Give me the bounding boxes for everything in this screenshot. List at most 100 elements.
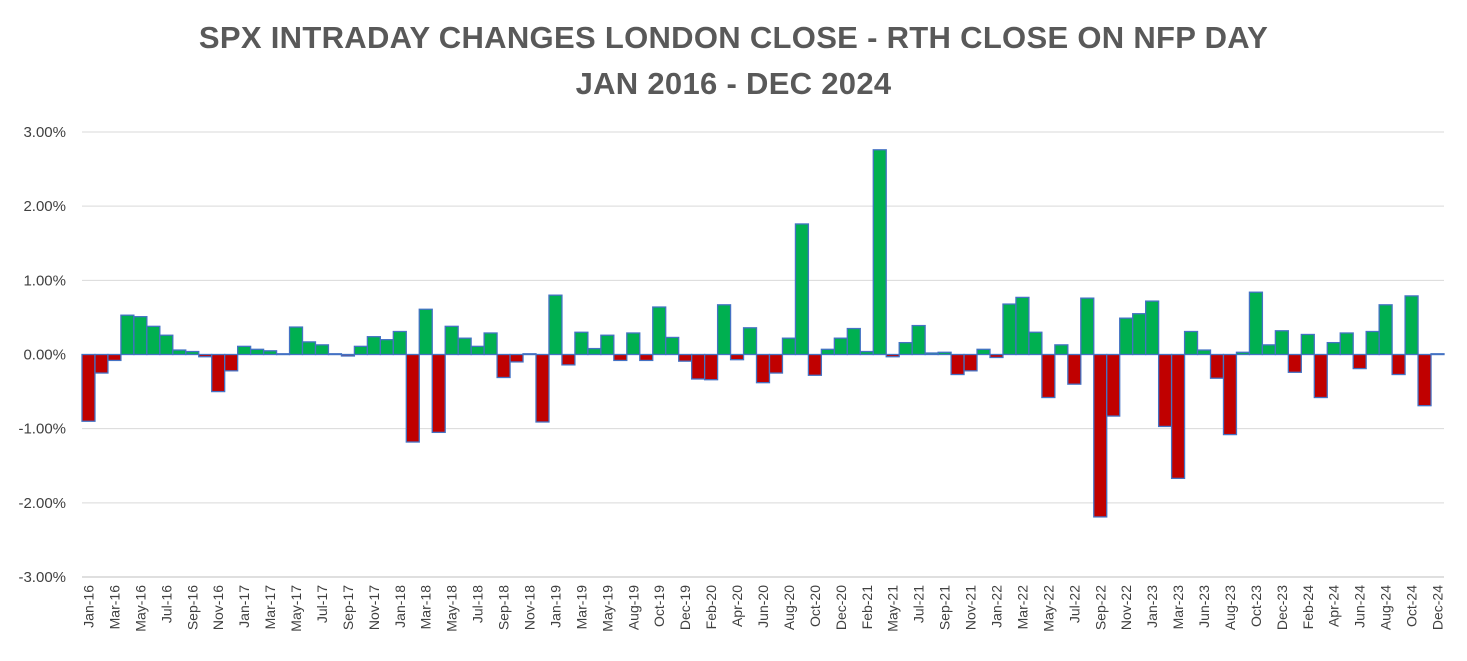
bar-sep-16: [185, 350, 200, 356]
x-tick-label: Jan-16: [80, 585, 96, 628]
bar-aug-24: [1378, 304, 1393, 356]
bar-jul-17: [314, 344, 330, 356]
bar-dec-18: [535, 353, 550, 423]
y-tick-label: 3.00%: [23, 124, 66, 141]
bar-jul-20: [768, 353, 784, 374]
x-tick-label: May-17: [288, 585, 304, 632]
x-tick-label: Oct-24: [1404, 585, 1420, 627]
bar-mar-18: [418, 308, 433, 356]
x-tick-label: Feb-20: [703, 585, 719, 630]
x-tick-label: Jul-22: [1066, 585, 1082, 623]
bar-mar-23: [1170, 353, 1186, 480]
bar-jan-23: [1145, 300, 1160, 356]
bar-sep-22: [1093, 353, 1108, 518]
bar-feb-16: [94, 353, 109, 374]
y-tick-label: 1.00%: [23, 272, 66, 289]
x-tick-label: Apr-20: [729, 585, 745, 627]
bar-apr-24: [1326, 341, 1341, 356]
x-tick-label: Jun-20: [755, 585, 771, 628]
bar-oct-20: [807, 353, 823, 376]
bar-jan-16: [81, 353, 96, 422]
bar-feb-23: [1157, 353, 1173, 428]
bar-nov-22: [1119, 317, 1134, 356]
bar-jun-18: [457, 337, 472, 356]
y-tick-label: -1.00%: [18, 421, 66, 438]
bar-aug-17: [327, 353, 343, 356]
y-axis-tick-labels: 3.00% 2.00% 1.00% 0.00% -1.00% -2.00% -3.00%: [18, 124, 66, 586]
bar-apr-22: [1028, 331, 1043, 356]
bar-dec-22: [1132, 313, 1147, 356]
bar-aug-23: [1222, 353, 1238, 436]
x-tick-label: Oct-19: [651, 585, 667, 627]
bar-jun-24: [1352, 353, 1367, 370]
bar-feb-19: [561, 353, 576, 366]
bar-may-22: [1041, 353, 1056, 399]
bar-jan-20: [691, 353, 706, 380]
bar-dec-21: [976, 348, 991, 356]
x-tick-label: Aug-20: [781, 585, 797, 630]
bar-feb-20: [703, 353, 719, 381]
bar-dec-17: [379, 339, 394, 356]
bar-nov-21: [963, 353, 978, 372]
bar-apr-18: [431, 353, 446, 434]
bar-apr-20: [729, 353, 745, 361]
x-tick-label: Feb-24: [1300, 585, 1316, 630]
bar-dec-20: [833, 337, 848, 356]
x-tick-label: Aug-19: [625, 585, 641, 630]
bar-nov-24: [1417, 353, 1432, 407]
bar-jan-18: [392, 330, 407, 356]
bar-dec-16: [224, 353, 239, 372]
x-tick-label: Sep-17: [340, 585, 356, 630]
bar-mar-22: [1015, 296, 1030, 356]
bar-sep-18: [496, 353, 511, 379]
x-tick-label: Nov-22: [1118, 585, 1134, 630]
bar-feb-22: [1002, 303, 1017, 356]
x-tick-label: Jun-23: [1196, 585, 1212, 628]
bar-may-20: [742, 327, 758, 356]
x-tick-label: Apr-24: [1326, 585, 1342, 627]
x-tick-label: Sep-16: [184, 585, 200, 630]
x-tick-label: Mar-18: [418, 585, 434, 630]
bar-feb-17: [249, 348, 265, 356]
chart-subtitle: JAN 2016 - DEC 2024: [575, 66, 892, 101]
x-tick-label: Mar-16: [106, 585, 122, 630]
bar-oct-22: [1106, 353, 1121, 417]
bar-apr-21: [872, 149, 887, 356]
x-tick-label: Dec-24: [1430, 585, 1446, 630]
bar-jun-20: [755, 353, 771, 384]
x-tick-label: Jan-18: [392, 585, 408, 628]
bar-mar-24: [1313, 353, 1328, 399]
bar-feb-21: [859, 350, 874, 356]
x-tick-label: Sep-18: [496, 585, 512, 630]
bar-oct-16: [198, 353, 213, 358]
x-tick-label: Jan-23: [1144, 585, 1160, 628]
x-tick-label: Mar-22: [1014, 585, 1030, 630]
bar-may-17: [288, 326, 304, 356]
x-tick-label: Jun-24: [1352, 585, 1368, 628]
x-tick-label: May-19: [599, 585, 615, 632]
bar-jul-18: [470, 345, 485, 356]
x-tick-label: Sep-21: [937, 585, 953, 630]
bar-dec-24: [1430, 353, 1445, 356]
bar-may-18: [444, 325, 459, 356]
bar-jun-16: [146, 325, 161, 356]
bar-jul-22: [1067, 353, 1082, 385]
bar-jul-23: [1209, 353, 1225, 379]
x-tick-label: Mar-17: [262, 585, 278, 630]
bar-oct-23: [1248, 291, 1264, 356]
bar-mar-20: [716, 304, 732, 356]
bar-jul-21: [911, 324, 926, 356]
bar-nov-17: [366, 336, 381, 356]
bar-aug-19: [626, 332, 641, 356]
x-tick-label: Feb-21: [859, 585, 875, 630]
bar-aug-22: [1080, 297, 1095, 356]
x-axis-tick-labels: Jan-16 Mar-16 May-16 Jul-16 Sep-16 Nov-16 Jan-…: [80, 585, 1445, 632]
bar-aug-21: [924, 352, 939, 356]
bar-oct-24: [1404, 295, 1419, 356]
x-tick-label: Jul-17: [314, 585, 330, 623]
bar-jun-22: [1054, 344, 1069, 356]
bar-may-21: [885, 353, 900, 358]
x-tick-label: Aug-23: [1222, 585, 1238, 630]
bar-nov-18: [522, 353, 537, 356]
